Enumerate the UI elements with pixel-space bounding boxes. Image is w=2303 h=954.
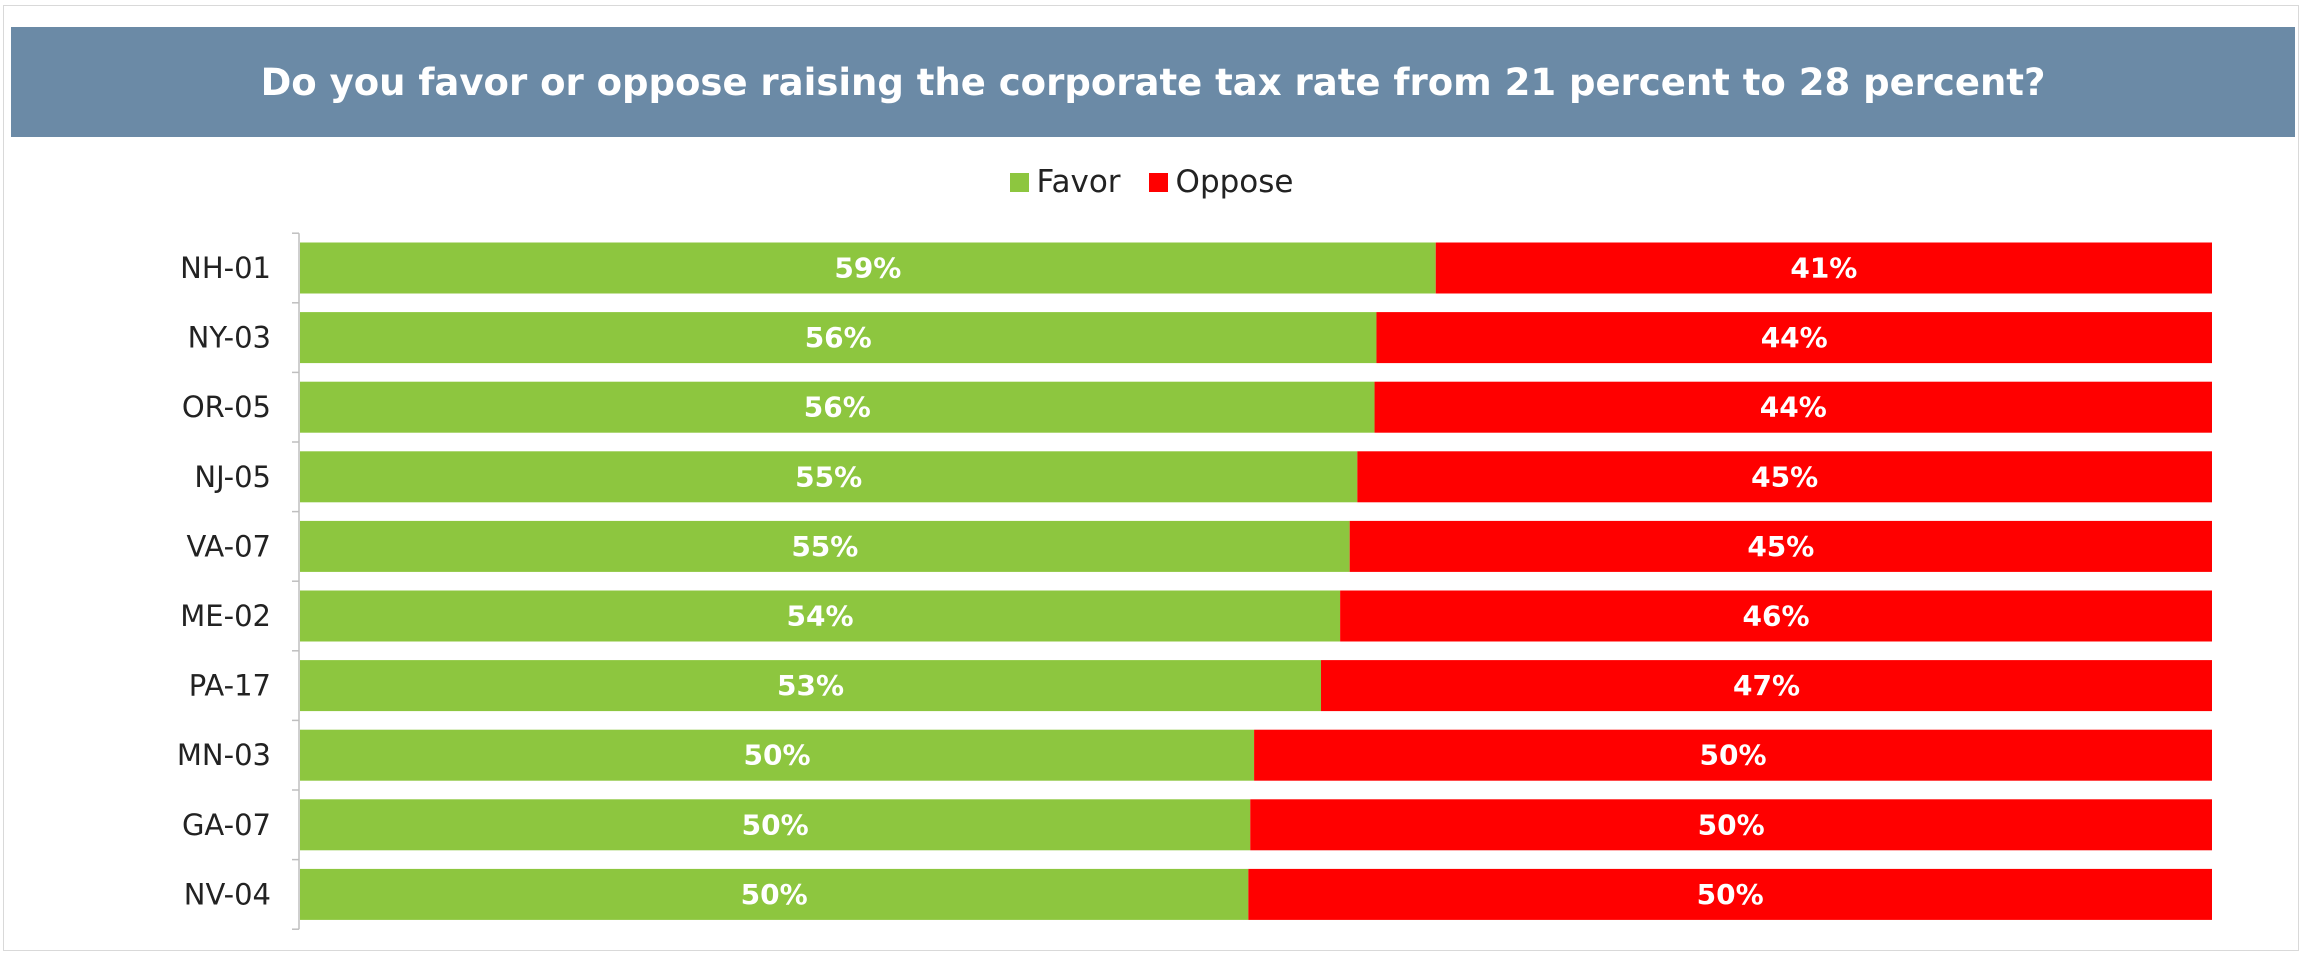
category-label: NV-04 xyxy=(184,877,271,911)
data-label-favor: 59% xyxy=(834,252,901,285)
bar-oppose xyxy=(1376,312,2212,364)
category-label: OR-05 xyxy=(182,390,271,424)
data-label-oppose: 44% xyxy=(1760,391,1827,424)
data-label-favor: 56% xyxy=(804,391,871,424)
data-label-favor: 50% xyxy=(742,808,809,841)
data-label-favor: 55% xyxy=(791,530,858,563)
data-label-favor: 50% xyxy=(741,878,808,911)
data-label-oppose: 50% xyxy=(1700,739,1767,772)
category-label: ME-02 xyxy=(180,599,271,633)
bar-favor xyxy=(300,520,1350,572)
data-label-favor: 54% xyxy=(787,600,854,633)
chart-title: Do you favor or oppose raising the corpo… xyxy=(260,60,2046,104)
bar-favor xyxy=(300,312,1377,364)
legend-item-oppose: Oppose xyxy=(1148,164,1294,200)
legend-swatch-oppose xyxy=(1148,172,1168,192)
data-label-oppose: 45% xyxy=(1751,460,1818,493)
bar-oppose xyxy=(1248,868,2212,920)
bar-oppose xyxy=(1254,729,2212,781)
bar-favor xyxy=(300,729,1255,781)
legend-item-favor: Favor xyxy=(1009,164,1121,200)
bar-favor xyxy=(300,451,1358,503)
data-label-favor: 53% xyxy=(777,669,844,702)
bar-favor xyxy=(300,660,1322,712)
bar-favor xyxy=(300,381,1375,433)
data-label-favor: 56% xyxy=(805,321,872,354)
bar-favor xyxy=(300,242,1436,294)
category-label: MN-03 xyxy=(177,738,271,772)
bar-oppose xyxy=(1321,660,2212,712)
legend-label-favor: Favor xyxy=(1036,164,1121,200)
chart-title-banner: Do you favor or oppose raising the corpo… xyxy=(11,27,2295,137)
bar-favor xyxy=(300,868,1249,920)
data-label-oppose: 50% xyxy=(1697,878,1764,911)
data-label-oppose: 44% xyxy=(1761,321,1828,354)
bar-oppose xyxy=(1374,381,2212,433)
data-label-oppose: 50% xyxy=(1698,808,1765,841)
bar-oppose xyxy=(1357,451,2212,503)
data-label-favor: 50% xyxy=(744,739,811,772)
bar-oppose xyxy=(1340,590,2212,642)
bar-oppose xyxy=(1435,242,2212,294)
data-label-oppose: 41% xyxy=(1790,252,1857,285)
legend-swatch-favor xyxy=(1009,172,1029,192)
bar-oppose xyxy=(1250,799,2212,851)
data-label-oppose: 47% xyxy=(1733,669,1800,702)
legend-label-oppose: Oppose xyxy=(1175,164,1294,200)
category-label: NH-01 xyxy=(180,251,271,285)
data-label-favor: 55% xyxy=(795,460,862,493)
category-label: NY-03 xyxy=(188,321,271,355)
chart-legend: Favor Oppose xyxy=(0,160,2303,204)
category-label: GA-07 xyxy=(182,808,271,842)
bar-oppose xyxy=(1349,520,2212,572)
category-label: VA-07 xyxy=(186,529,271,563)
data-label-oppose: 46% xyxy=(1743,600,1810,633)
bar-favor xyxy=(300,590,1341,642)
data-label-oppose: 45% xyxy=(1747,530,1814,563)
category-label: PA-17 xyxy=(189,669,271,703)
category-label: NJ-05 xyxy=(194,460,271,494)
bar-favor xyxy=(300,799,1251,851)
